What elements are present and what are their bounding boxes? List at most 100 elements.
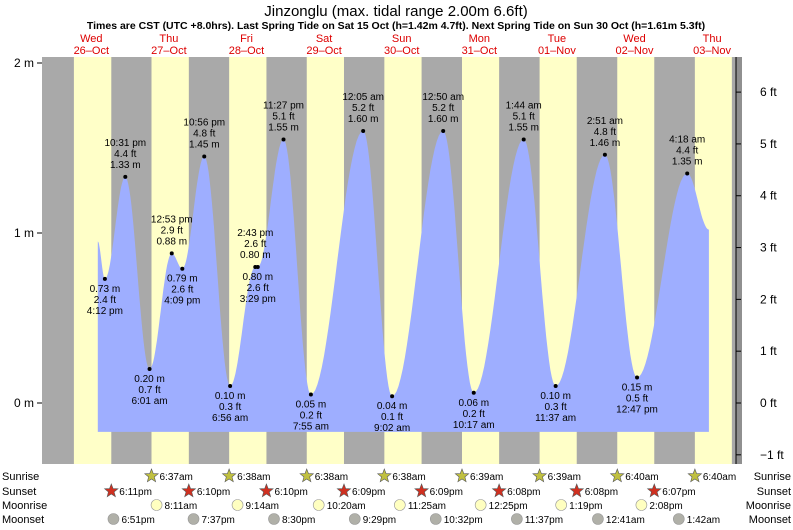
sunset-time: 6:10pm <box>197 487 230 498</box>
tide-time: 4:18 am <box>669 135 705 146</box>
tide-height-m: 1.46 m <box>590 138 621 149</box>
sunset-row-label-right: Sunset <box>757 486 791 498</box>
sunset-time: 6:08pm <box>507 487 540 498</box>
tide-time: 12:05 am <box>342 92 384 103</box>
moonset-moon-icon <box>511 513 523 525</box>
tide-height-m: 0.04 m <box>377 401 408 412</box>
sunset-time: 6:08pm <box>585 487 618 498</box>
tide-point <box>281 137 286 142</box>
tide-point <box>635 375 640 380</box>
tide-height-m: 0.80 m <box>242 272 273 283</box>
tide-height-m: 1.33 m <box>110 160 141 171</box>
moonset-time: 10:32pm <box>444 515 483 525</box>
sunrise-time: 6:38am <box>237 472 270 483</box>
sunrise-row-label: Sunrise <box>2 471 39 483</box>
tide-time: 10:17 am <box>453 420 495 431</box>
day-of-week: Wed <box>80 33 102 45</box>
sunset-star-icon <box>258 483 274 498</box>
sunrise-star-icon <box>532 468 548 483</box>
day-date: 28–Oct <box>229 45 264 57</box>
right-tick-label: 0 ft <box>760 396 777 410</box>
moonrise-time: 11:25am <box>408 501 446 512</box>
tide-height-ft: 2.9 ft <box>161 225 183 236</box>
sunset-time: 6:10pm <box>274 487 307 498</box>
tide-time: 3:29 pm <box>240 294 276 305</box>
day-date: 29–Oct <box>306 45 341 57</box>
tide-height-m: 0.05 m <box>296 400 327 411</box>
moonset-row-label-right: Moonset <box>749 514 791 525</box>
day-date: 30–Oct <box>384 45 419 57</box>
tide-height-m: 0.79 m <box>167 274 198 285</box>
left-tick-label: 2 m <box>14 56 34 70</box>
tide-height-ft: 0.2 ft <box>463 409 485 420</box>
tide-height-ft: 0.3 ft <box>219 402 241 413</box>
moonrise-time: 8:11am <box>165 501 198 512</box>
tide-point <box>180 266 185 271</box>
right-tick-label: 4 ft <box>760 189 777 203</box>
tide-height-m: 0.10 m <box>540 391 571 402</box>
tide-time: 12:47 pm <box>616 405 658 416</box>
tide-time: 12:53 pm <box>151 214 193 225</box>
moonrise-moon-icon <box>312 499 325 511</box>
moonrise-moon-icon <box>150 499 163 511</box>
tide-height-ft: 4.4 ft <box>114 149 136 160</box>
moonset-time: 12:41am <box>606 515 645 525</box>
right-tick-label: 6 ft <box>760 85 777 99</box>
tide-curve <box>97 131 709 432</box>
day-date: 02–Nov <box>616 45 654 57</box>
day-of-week: Fri <box>240 33 253 45</box>
sunrise-star-icon <box>687 468 703 483</box>
day-of-week: Sun <box>392 33 412 45</box>
right-edge-band <box>736 57 742 464</box>
night-band <box>42 57 74 464</box>
moonset-time: 11:37pm <box>525 515 563 525</box>
tide-height-m: 0.88 m <box>156 236 187 247</box>
moonrise-moon-icon <box>394 499 406 511</box>
sunset-star-icon <box>103 483 119 498</box>
moonrise-time: 9:14am <box>246 501 279 512</box>
day-date: 27–Oct <box>151 45 186 57</box>
day-date: 31–Oct <box>462 45 497 57</box>
day-of-week: Wed <box>623 33 645 45</box>
moonset-moon-icon <box>672 513 685 525</box>
tide-point <box>102 276 107 281</box>
tide-height-ft: 4.4 ft <box>676 146 698 157</box>
left-tick-label: 1 m <box>14 226 34 240</box>
tide-height-m: 0.80 m <box>240 250 271 261</box>
moonset-moon-icon <box>187 513 200 525</box>
moonrise-moon-icon <box>474 499 487 511</box>
sunrise-star-icon <box>143 468 160 483</box>
tide-height-m: 0.10 m <box>215 391 246 402</box>
tide-height-ft: 5.2 ft <box>352 103 374 114</box>
tide-time: 11:27 pm <box>263 101 304 112</box>
tide-height-ft: 0.3 ft <box>545 402 567 413</box>
tide-point <box>471 390 476 395</box>
tide-height-ft: 0.2 ft <box>300 411 322 422</box>
tide-time: 1:44 am <box>506 101 542 112</box>
tide-point <box>228 384 233 388</box>
moonrise-time: 12:25pm <box>489 501 528 512</box>
day-date: 26–Oct <box>74 45 109 57</box>
moonrise-moon-icon <box>231 499 244 511</box>
sunset-star-icon <box>414 483 430 498</box>
tide-time: 4:12 pm <box>87 306 123 317</box>
right-tick-label: 3 ft <box>760 241 777 255</box>
moonrise-moon-icon <box>555 499 567 511</box>
sunrise-star-icon <box>609 468 625 483</box>
tide-point <box>553 384 558 388</box>
moonrise-moon-icon <box>635 499 648 511</box>
chart-title: Jinzonglu (max. tidal range 2.00m 6.6ft) <box>264 3 527 20</box>
sunset-star-icon <box>491 483 507 498</box>
tide-point <box>602 152 607 157</box>
tide-height-ft: 0.7 ft <box>138 385 160 396</box>
tide-point <box>123 174 128 179</box>
tide-time: 2:51 am <box>587 116 623 127</box>
tide-height-m: 0.20 m <box>134 374 165 385</box>
right-tick-label: −1 ft <box>760 448 784 462</box>
moonset-time: 9:29pm <box>363 515 396 525</box>
tide-height-m: 0.06 m <box>458 398 489 409</box>
day-date: 03–Nov <box>693 45 731 57</box>
tide-area <box>97 131 709 432</box>
tide-height-m: 1.60 m <box>428 114 459 125</box>
